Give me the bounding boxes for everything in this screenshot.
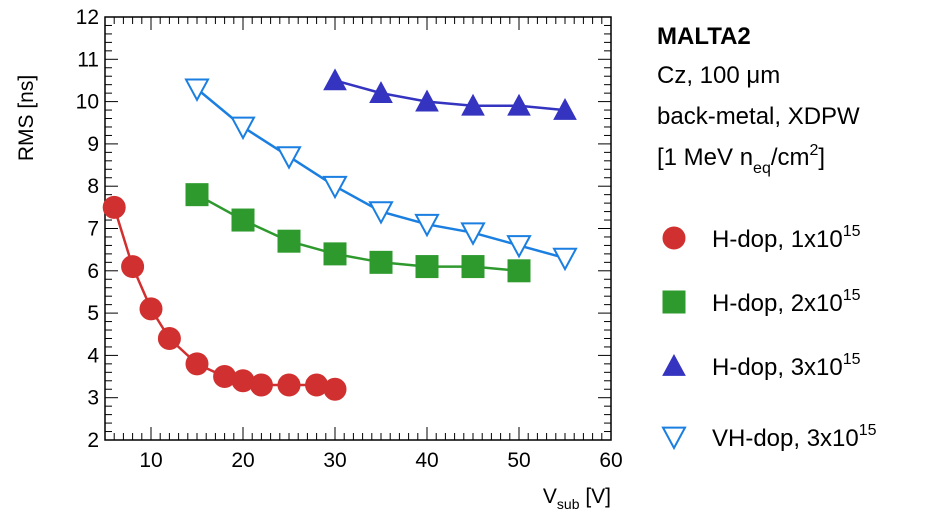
data-point — [185, 183, 209, 207]
data-point — [184, 78, 210, 103]
data-point — [323, 377, 347, 401]
series-line — [334, 79, 566, 112]
legend-label: H-dop, 1x1015 — [712, 223, 861, 253]
legend-entry-3: H-dop, 3x1015 — [662, 351, 861, 381]
data-point — [323, 68, 347, 91]
y-tick-label: 5 — [87, 302, 99, 325]
y-tick-label: 7 — [87, 218, 99, 241]
data-point — [506, 235, 532, 259]
data-point — [368, 201, 394, 225]
x-tick-label: 30 — [323, 449, 346, 472]
legend-label: H-dop, 2x1015 — [712, 287, 861, 317]
data-point — [414, 213, 440, 238]
legend-marker — [662, 226, 686, 250]
legend-marker — [662, 290, 686, 314]
y-tick-label: 6 — [87, 260, 99, 283]
legend-process: back-metal, XDPW — [657, 103, 860, 130]
data-point — [276, 146, 302, 170]
x-tick-label: 40 — [415, 449, 438, 472]
data-point — [507, 93, 531, 116]
y-tick-label: 10 — [76, 91, 99, 114]
data-point — [415, 255, 439, 279]
data-point — [461, 255, 485, 279]
legend-title: MALTA2 — [657, 23, 751, 50]
series-3 — [323, 68, 577, 120]
data-point — [460, 222, 486, 246]
y-tick-label: 4 — [87, 344, 99, 367]
data-point — [415, 89, 439, 112]
y-tick-label: 11 — [77, 48, 99, 71]
data-point — [157, 326, 181, 350]
data-point — [230, 116, 256, 141]
y-tick-label: 3 — [87, 387, 99, 410]
data-point — [277, 229, 301, 253]
data-point — [249, 373, 273, 397]
data-point — [277, 373, 301, 397]
y-tick-labels: 2 3 4 5 6 7 8 9 10 11 12 — [76, 6, 100, 452]
x-tick-label: 50 — [507, 449, 530, 472]
data-point — [121, 255, 145, 279]
series-4 — [184, 78, 578, 272]
legend-fluence-unit: [1 MeV neq/cm2] — [657, 142, 825, 177]
legend-label: VH-dop, 3x1015 — [712, 422, 877, 452]
y-axis-title: RMS [ns] — [15, 75, 38, 161]
data-point — [231, 208, 255, 232]
data-point — [139, 297, 163, 321]
y-tick-label: 2 — [87, 429, 99, 452]
x-axis-title: Vsub [V] — [543, 485, 611, 512]
legend-entry-4: VH-dop, 3x1015 — [661, 422, 877, 452]
data-point — [461, 93, 485, 116]
plot-frame — [104, 16, 612, 441]
x-tick-label: 10 — [139, 449, 162, 472]
data-point — [552, 247, 578, 272]
data-point — [102, 195, 126, 219]
data-point — [553, 98, 577, 120]
series-1 — [102, 195, 347, 401]
data-point — [369, 250, 393, 274]
legend-marker — [662, 353, 686, 376]
data-point — [369, 81, 393, 103]
legend-material: Cz, 100 μm — [657, 62, 780, 89]
y-tick-label: 9 — [87, 133, 99, 156]
series-layer — [102, 68, 578, 401]
y-tick-label: 8 — [87, 175, 99, 198]
data-point — [322, 175, 348, 200]
axis-ticks — [104, 16, 612, 441]
legend-label: H-dop, 3x1015 — [712, 351, 861, 381]
x-tick-labels: 10 20 30 40 50 60 — [139, 449, 622, 472]
y-tick-label: 12 — [76, 6, 99, 29]
legend-marker — [661, 426, 687, 451]
data-point — [185, 352, 209, 376]
data-point — [507, 259, 531, 283]
x-tick-label: 20 — [231, 449, 254, 472]
legend-entry-2: H-dop, 2x1015 — [662, 287, 861, 317]
legend-entry-1: H-dop, 1x1015 — [662, 223, 861, 253]
x-tick-label: 60 — [599, 449, 622, 472]
legend-entries: H-dop, 1x1015 H-dop, 2x1015 H-dop, 3x1015 V… — [661, 223, 877, 452]
series-2 — [185, 183, 531, 283]
data-point — [323, 242, 347, 266]
